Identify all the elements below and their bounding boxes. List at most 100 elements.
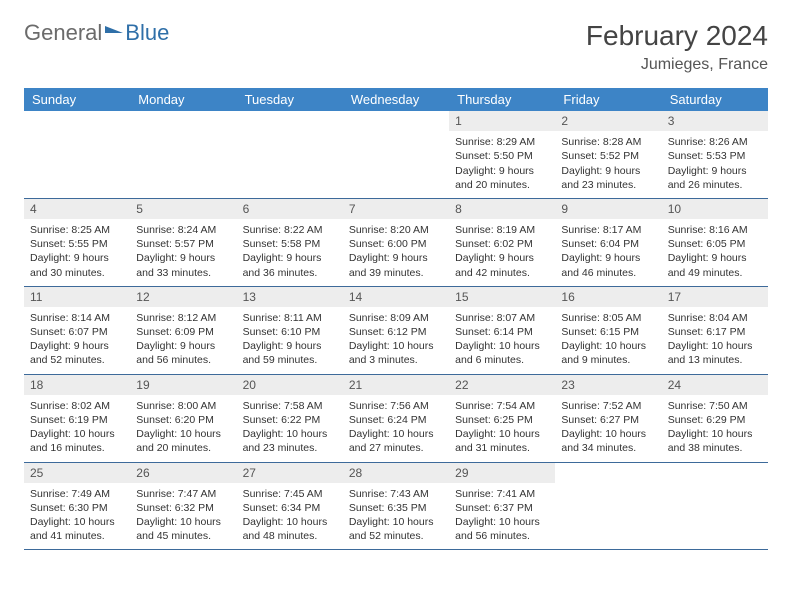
daylight-text: Daylight: 10 hours xyxy=(30,427,124,441)
daylight-text: Daylight: 10 hours xyxy=(349,339,443,353)
day-cell: 9Sunrise: 8:17 AMSunset: 6:04 PMDaylight… xyxy=(555,199,661,286)
week-row: 18Sunrise: 8:02 AMSunset: 6:19 PMDayligh… xyxy=(24,375,768,463)
day-number: 11 xyxy=(24,287,130,307)
day-cell: 23Sunrise: 7:52 AMSunset: 6:27 PMDayligh… xyxy=(555,375,661,462)
day-number: 7 xyxy=(343,199,449,219)
sunset-text: Sunset: 6:12 PM xyxy=(349,325,443,339)
sunset-text: Sunset: 5:57 PM xyxy=(136,237,230,251)
day-number: 17 xyxy=(662,287,768,307)
month-title: February 2024 xyxy=(586,20,768,52)
day-cell: 3Sunrise: 8:26 AMSunset: 5:53 PMDaylight… xyxy=(662,111,768,198)
sunrise-text: Sunrise: 7:50 AM xyxy=(668,399,762,413)
sunset-text: Sunset: 5:52 PM xyxy=(561,149,655,163)
sunrise-text: Sunrise: 8:28 AM xyxy=(561,135,655,149)
sunset-text: Sunset: 6:37 PM xyxy=(455,501,549,515)
daylight-text: and 30 minutes. xyxy=(30,266,124,280)
daylight-text: and 49 minutes. xyxy=(668,266,762,280)
day-cell: 22Sunrise: 7:54 AMSunset: 6:25 PMDayligh… xyxy=(449,375,555,462)
sunset-text: Sunset: 6:00 PM xyxy=(349,237,443,251)
day-cell xyxy=(24,111,130,198)
daylight-text: and 41 minutes. xyxy=(30,529,124,543)
daylight-text: and 59 minutes. xyxy=(243,353,337,367)
sunrise-text: Sunrise: 7:56 AM xyxy=(349,399,443,413)
daylight-text: and 39 minutes. xyxy=(349,266,443,280)
day-cell: 8Sunrise: 8:19 AMSunset: 6:02 PMDaylight… xyxy=(449,199,555,286)
daylight-text: Daylight: 10 hours xyxy=(455,515,549,529)
sunset-text: Sunset: 6:09 PM xyxy=(136,325,230,339)
daylight-text: Daylight: 9 hours xyxy=(668,164,762,178)
day-header: Saturday xyxy=(662,88,768,111)
week-row: 25Sunrise: 7:49 AMSunset: 6:30 PMDayligh… xyxy=(24,463,768,551)
week-row: 11Sunrise: 8:14 AMSunset: 6:07 PMDayligh… xyxy=(24,287,768,375)
sunset-text: Sunset: 6:14 PM xyxy=(455,325,549,339)
day-cell: 1Sunrise: 8:29 AMSunset: 5:50 PMDaylight… xyxy=(449,111,555,198)
daylight-text: Daylight: 10 hours xyxy=(136,515,230,529)
daylight-text: and 27 minutes. xyxy=(349,441,443,455)
sunrise-text: Sunrise: 8:19 AM xyxy=(455,223,549,237)
day-number: 20 xyxy=(237,375,343,395)
sunrise-text: Sunrise: 8:11 AM xyxy=(243,311,337,325)
daylight-text: Daylight: 10 hours xyxy=(349,515,443,529)
daylight-text: Daylight: 10 hours xyxy=(30,515,124,529)
daylight-text: and 48 minutes. xyxy=(243,529,337,543)
calendar-grid: Sunday Monday Tuesday Wednesday Thursday… xyxy=(24,88,768,550)
week-row: 4Sunrise: 8:25 AMSunset: 5:55 PMDaylight… xyxy=(24,199,768,287)
daylight-text: and 46 minutes. xyxy=(561,266,655,280)
day-number: 15 xyxy=(449,287,555,307)
sunset-text: Sunset: 6:32 PM xyxy=(136,501,230,515)
day-cell: 20Sunrise: 7:58 AMSunset: 6:22 PMDayligh… xyxy=(237,375,343,462)
sunrise-text: Sunrise: 8:29 AM xyxy=(455,135,549,149)
day-number: 5 xyxy=(130,199,236,219)
day-number: 16 xyxy=(555,287,661,307)
sunset-text: Sunset: 6:19 PM xyxy=(30,413,124,427)
day-cell: 6Sunrise: 8:22 AMSunset: 5:58 PMDaylight… xyxy=(237,199,343,286)
daylight-text: and 52 minutes. xyxy=(30,353,124,367)
daylight-text: Daylight: 9 hours xyxy=(561,164,655,178)
sunrise-text: Sunrise: 7:49 AM xyxy=(30,487,124,501)
week-row: 1Sunrise: 8:29 AMSunset: 5:50 PMDaylight… xyxy=(24,111,768,199)
day-number: 22 xyxy=(449,375,555,395)
day-number: 10 xyxy=(662,199,768,219)
day-cell: 19Sunrise: 8:00 AMSunset: 6:20 PMDayligh… xyxy=(130,375,236,462)
day-cell: 15Sunrise: 8:07 AMSunset: 6:14 PMDayligh… xyxy=(449,287,555,374)
sunset-text: Sunset: 6:22 PM xyxy=(243,413,337,427)
day-header: Monday xyxy=(130,88,236,111)
day-number: 25 xyxy=(24,463,130,483)
sunrise-text: Sunrise: 8:07 AM xyxy=(455,311,549,325)
day-header: Friday xyxy=(555,88,661,111)
day-header: Thursday xyxy=(449,88,555,111)
sunrise-text: Sunrise: 8:26 AM xyxy=(668,135,762,149)
day-cell: 11Sunrise: 8:14 AMSunset: 6:07 PMDayligh… xyxy=(24,287,130,374)
day-header: Sunday xyxy=(24,88,130,111)
sunset-text: Sunset: 6:20 PM xyxy=(136,413,230,427)
day-cell xyxy=(555,463,661,550)
title-block: February 2024 Jumieges, France xyxy=(586,20,768,74)
day-cell: 7 Sunrise: 8:20 AMSunset: 6:00 PMDaylight… xyxy=(343,199,449,286)
sunrise-text: Sunrise: 7:43 AM xyxy=(349,487,443,501)
day-number: 3 xyxy=(662,111,768,131)
sunrise-text: Sunrise: 7:47 AM xyxy=(136,487,230,501)
day-cell: 4Sunrise: 8:25 AMSunset: 5:55 PMDaylight… xyxy=(24,199,130,286)
day-number: 12 xyxy=(130,287,236,307)
sunrise-text: Sunrise: 8:04 AM xyxy=(668,311,762,325)
sunset-text: Sunset: 6:02 PM xyxy=(455,237,549,251)
day-cell: 17Sunrise: 8:04 AMSunset: 6:17 PMDayligh… xyxy=(662,287,768,374)
daylight-text: Daylight: 9 hours xyxy=(30,251,124,265)
sunrise-text: Sunrise: 7:54 AM xyxy=(455,399,549,413)
sunset-text: Sunset: 6:27 PM xyxy=(561,413,655,427)
daylight-text: Daylight: 9 hours xyxy=(668,251,762,265)
daylight-text: and 34 minutes. xyxy=(561,441,655,455)
daylight-text: and 3 minutes. xyxy=(349,353,443,367)
sunset-text: Sunset: 6:05 PM xyxy=(668,237,762,251)
daylight-text: Daylight: 10 hours xyxy=(349,427,443,441)
daylight-text: and 26 minutes. xyxy=(668,178,762,192)
day-cell: 13Sunrise: 8:11 AMSunset: 6:10 PMDayligh… xyxy=(237,287,343,374)
logo-text-2: Blue xyxy=(125,20,169,46)
daylight-text: Daylight: 9 hours xyxy=(349,251,443,265)
sunset-text: Sunset: 6:04 PM xyxy=(561,237,655,251)
sunrise-text: Sunrise: 8:25 AM xyxy=(30,223,124,237)
sunrise-text: Sunrise: 8:20 AM xyxy=(349,223,443,237)
sunset-text: Sunset: 6:29 PM xyxy=(668,413,762,427)
daylight-text: and 20 minutes. xyxy=(455,178,549,192)
day-cell: 16Sunrise: 8:05 AMSunset: 6:15 PMDayligh… xyxy=(555,287,661,374)
